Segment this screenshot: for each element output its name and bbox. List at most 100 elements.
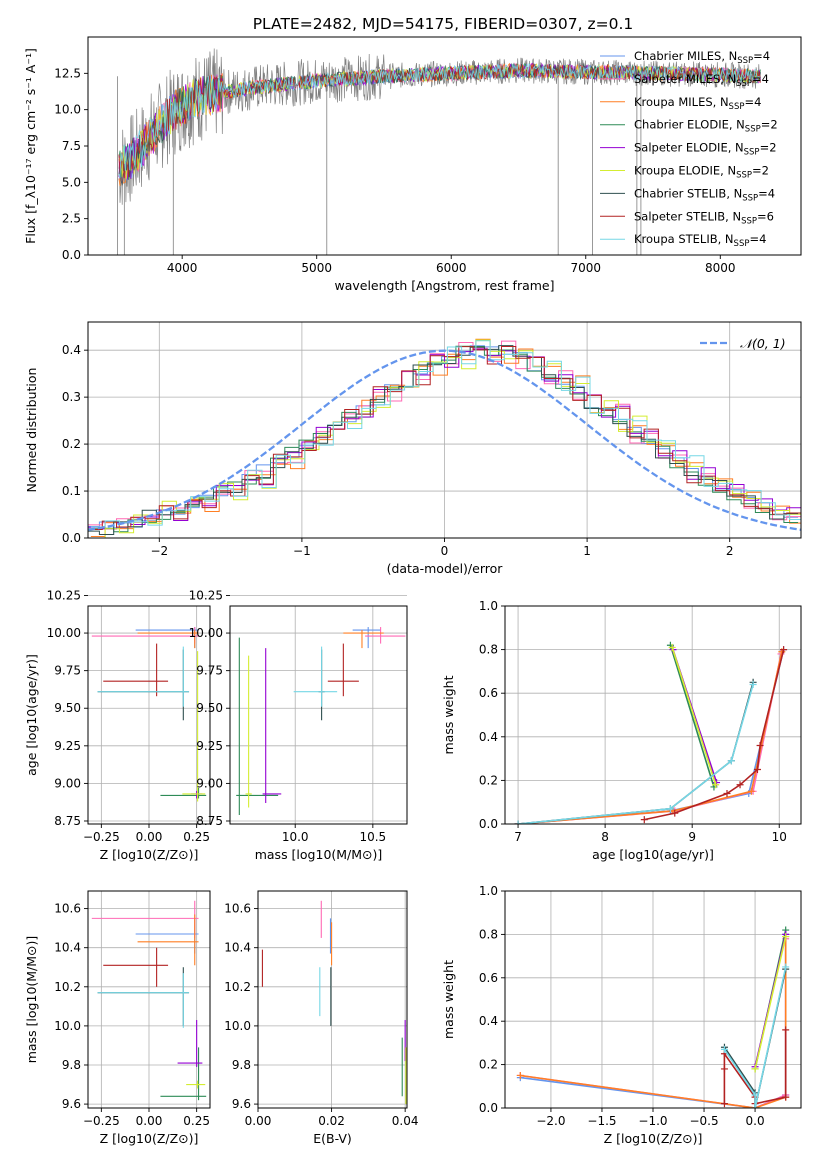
mass_vs_EBV-ytick-label: 9.8 <box>232 1058 251 1072</box>
mass_vs_EBV-ytick-label: 10.6 <box>224 902 251 916</box>
massweight_vs_age-marker <box>756 742 764 750</box>
massweight_vs_age-marker <box>736 781 744 789</box>
spectrum-legend-sub: SSP <box>744 148 760 158</box>
mass_vs_Z-ytick-label: 9.8 <box>62 1058 81 1072</box>
residuals-ytick-label: 0.0 <box>62 531 81 545</box>
massweight_vs_age-series-line <box>518 682 754 824</box>
spectrum-legend-rest: =6 <box>757 209 774 223</box>
massweight_vs_Z-marker <box>751 1065 759 1073</box>
mass_vs_Z-ytick-label: 10.6 <box>54 902 81 916</box>
mass_vs_EBV-xtick-label: 0.00 <box>245 1114 272 1128</box>
spectrum-ylabel: Flux [f_λ10⁻¹⁷ erg cm⁻² s⁻¹ A⁻¹] <box>23 48 38 244</box>
spectrum-xtick-label: 7000 <box>570 261 601 275</box>
age_vs_mass-xtick-label: 10.5 <box>359 830 386 844</box>
spectrum-xtick-label: 6000 <box>436 261 467 275</box>
mass_vs_Z-xtick-label: 0.00 <box>136 1114 163 1128</box>
massweight_vs_Z-ytick-label: 0.8 <box>479 927 498 941</box>
residuals-xtick-label: −2 <box>150 544 168 558</box>
massweight_vs_age-marker <box>668 643 676 651</box>
age_vs_Z-ytick-label: 10.25 <box>47 588 81 602</box>
massweight_vs_age-marker <box>753 766 761 773</box>
massweight_vs_Z-series-line <box>723 966 787 1108</box>
massweight_vs_age-ytick-label: 0.2 <box>479 773 498 787</box>
spectrum-legend-label: Salpeter MILES, NSSP=4 <box>634 72 769 89</box>
massweight_vs_age-marker <box>780 646 788 654</box>
spectrum-xtick-label: 4000 <box>167 261 198 275</box>
age_vs_mass-ytick-label: 9.00 <box>196 776 223 790</box>
age_vs_mass-ytick-label: 8.75 <box>196 814 223 828</box>
massweight_vs_Z-xlabel: Z [log10(Z/Z⊙)] <box>604 1131 703 1146</box>
spectrum-legend-sub: SSP <box>736 79 752 89</box>
massweight_vs_age-plot-area <box>514 641 788 824</box>
massweight_vs_age-ytick-label: 0.6 <box>479 686 498 700</box>
age_vs_Z-ytick-label: 9.00 <box>54 776 81 790</box>
spectrum-legend-label: Chabrier STELIB, NSSP=4 <box>634 186 775 203</box>
age_vs_mass-frame <box>229 605 408 825</box>
spectrum-legend-sub: SSP <box>745 125 761 135</box>
massweight_vs_Z-ytick-label: 0.6 <box>479 971 498 985</box>
spectrum-legend-rest: =2 <box>760 141 777 155</box>
residuals-histogram-step <box>88 346 801 530</box>
massweight_vs_age-ylabel: mass weight <box>441 675 456 754</box>
age_vs_mass-plot-area <box>236 627 406 815</box>
massweight_vs_age-frame <box>504 605 802 825</box>
spectrum-xtick-label: 8000 <box>705 261 736 275</box>
mass_vs_Z-ytick-label: 10.2 <box>54 980 81 994</box>
massweight_vs_age-marker <box>640 816 648 824</box>
massweight_vs_Z-xtick-label: −0.5 <box>689 1114 718 1128</box>
residuals-xtick-label: 0 <box>441 544 449 558</box>
massweight_vs_age-xtick-label: 7 <box>514 830 522 844</box>
mass_vs_EBV-plot-area <box>261 900 407 1105</box>
massweight_vs_Z-ytick-label: 0.2 <box>479 1058 498 1072</box>
residuals-histogram-step <box>88 348 801 530</box>
spectrum-legend-label: Kroupa STELIB, NSSP=4 <box>634 232 766 249</box>
massweight_vs_age-ytick-label: 0.8 <box>479 643 498 657</box>
massweight_vs_age-panel: 7 8 9 10 0.0 0.2 0.4 0.6 0.8 1.0 age [log10(age/yr… <box>441 599 802 862</box>
massweight_vs_Z-marker <box>720 1065 728 1073</box>
age_vs_Z-xtick-label: 0.25 <box>183 830 210 844</box>
massweight_vs_Z-xtick-label: 0.0 <box>746 1114 765 1128</box>
age_vs_Z-ylabel: age [log10(age/yr)] <box>24 654 39 776</box>
massweight_vs_Z-series-line <box>520 936 787 1108</box>
mass_vs_EBV-ytick-label: 10.4 <box>224 941 251 955</box>
mass_vs_Z-ytick-label: 10.4 <box>54 941 81 955</box>
massweight_vs_Z-panel: −2.0 −1.5 −1.0 −0.5 0.0 0.0 0.2 0.4 0.6 0.8 1.0 Z [… <box>441 884 802 1146</box>
residuals-histogram-step <box>88 345 799 533</box>
age_vs_Z-ytick-label: 9.50 <box>54 701 81 715</box>
spectrum-panel: 4000 5000 6000 7000 8000 0.0 2.5 5.0 7.5 10.0 12.5… <box>23 36 802 293</box>
massweight_vs_age-marker <box>671 809 679 817</box>
massweight_vs_age-marker <box>723 789 731 797</box>
residuals-ytick-label: 0.1 <box>62 484 81 498</box>
massweight_vs_Z-marker <box>720 1100 728 1108</box>
massweight_vs_Z-marker <box>751 1104 759 1108</box>
age_vs_Z-xtick-label: −0.25 <box>83 830 120 844</box>
spectrum-ytick-label: 0.0 <box>62 248 81 262</box>
residuals-xtick-label: 1 <box>583 544 591 558</box>
residuals-ytick-label: 0.3 <box>62 390 81 404</box>
mass_vs_Z-plot-area <box>91 900 207 1101</box>
massweight_vs_Z-marker <box>782 1093 790 1101</box>
massweight_vs_age-marker <box>747 787 755 795</box>
massweight_vs_age-xtick-label: 10 <box>772 830 787 844</box>
spectrum-legend-label: Salpeter STELIB, NSSP=6 <box>634 209 774 226</box>
massweight_vs_age-series-line <box>671 647 717 786</box>
mass_vs_Z-ytick-label: 10.0 <box>54 1019 81 1033</box>
spectrum-xlabel: wavelength [Angstrom, rest frame] <box>334 278 554 293</box>
massweight_vs_age-ytick-label: 0.0 <box>479 817 498 831</box>
spectrum-legend-label: Chabrier MILES, NSSP=4 <box>634 49 770 66</box>
massweight_vs_age-series-line <box>644 649 785 821</box>
spectrum-legend-rest: =2 <box>752 164 769 178</box>
mass_vs_Z-xtick-label: 0.25 <box>183 1114 210 1128</box>
spectrum-legend-label: Salpeter ELODIE, NSSP=2 <box>634 141 777 158</box>
massweight_vs_Z-marker <box>720 1045 728 1053</box>
residuals-normal-curve <box>88 349 801 531</box>
residuals-legend-label: 𝒩(0, 1) <box>740 336 786 351</box>
age_vs_Z-xtick-label: 0.00 <box>136 830 163 844</box>
mass_vs_Z-xtick-label: −0.25 <box>83 1114 120 1128</box>
spectrum-legend-rest: =4 <box>749 232 766 246</box>
spectrum-ytick-label: 10.0 <box>54 103 81 117</box>
age_vs_mass-ytick-label: 9.25 <box>196 739 223 753</box>
spectrum-legend-sub: SSP <box>742 193 758 203</box>
residuals-xtick-label: −1 <box>293 544 311 558</box>
spectrum-plot-area <box>117 48 761 255</box>
